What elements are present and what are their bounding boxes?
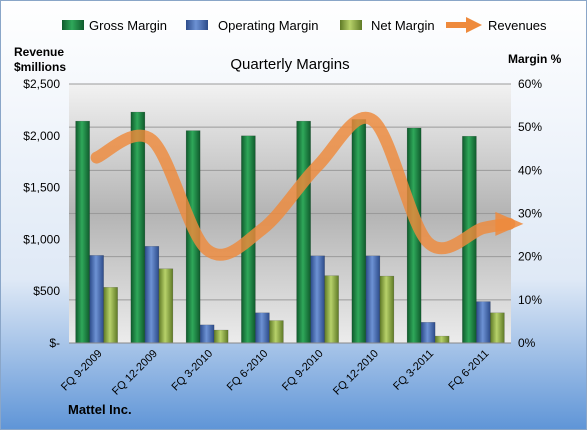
bar-operating-margin xyxy=(145,246,159,343)
legend-label-net-margin: Net Margin xyxy=(371,18,435,33)
left-axis-label-line-1: Revenue xyxy=(14,45,64,59)
legend-swatch-gross-margin xyxy=(62,20,84,30)
bar-net-margin xyxy=(380,276,394,343)
bar-operating-margin xyxy=(255,313,269,343)
bar-net-margin xyxy=(159,269,173,343)
legend-label-revenues: Revenues xyxy=(488,18,547,33)
right-tick-label: 20% xyxy=(518,250,542,264)
bar-net-margin xyxy=(104,287,118,343)
bar-gross-margin xyxy=(352,119,366,343)
legend-label-operating-margin: Operating Margin xyxy=(218,18,318,33)
bar-operating-margin xyxy=(311,256,325,343)
left-tick-label: $500 xyxy=(33,284,60,298)
legend-swatch-net-margin xyxy=(340,20,362,30)
bar-operating-margin xyxy=(366,256,380,343)
left-tick-label: $2,500 xyxy=(23,77,60,91)
bar-gross-margin xyxy=(76,121,90,343)
right-tick-label: 50% xyxy=(518,120,542,134)
legend-swatch-operating-margin xyxy=(186,20,208,30)
bar-operating-margin xyxy=(200,325,214,343)
left-tick-label: $- xyxy=(49,336,60,350)
right-tick-label: 60% xyxy=(518,77,542,91)
bar-net-margin xyxy=(269,321,283,343)
chart-title: Quarterly Margins xyxy=(230,56,349,73)
right-tick-label: 0% xyxy=(518,336,536,350)
right-tick-label: 30% xyxy=(518,207,542,221)
legend-label-gross-margin: Gross Margin xyxy=(89,18,167,33)
right-axis-label: Margin % xyxy=(508,52,562,66)
bar-operating-margin xyxy=(90,255,104,343)
left-tick-label: $1,500 xyxy=(23,181,60,195)
bar-gross-margin xyxy=(131,112,145,343)
left-tick-label: $2,000 xyxy=(23,129,60,143)
left-axis-label-line-2: $millions xyxy=(14,60,66,74)
bar-net-margin xyxy=(435,336,449,343)
bar-net-margin xyxy=(325,276,339,343)
right-tick-label: 10% xyxy=(518,293,542,307)
bar-net-margin xyxy=(490,313,504,343)
bar-operating-margin xyxy=(476,302,490,343)
bar-net-margin xyxy=(214,330,228,343)
left-tick-label: $1,000 xyxy=(23,232,60,246)
right-tick-label: 40% xyxy=(518,163,542,177)
company-label: Mattel Inc. xyxy=(68,402,132,417)
bar-gross-margin xyxy=(297,121,311,343)
bar-operating-margin xyxy=(421,322,435,343)
